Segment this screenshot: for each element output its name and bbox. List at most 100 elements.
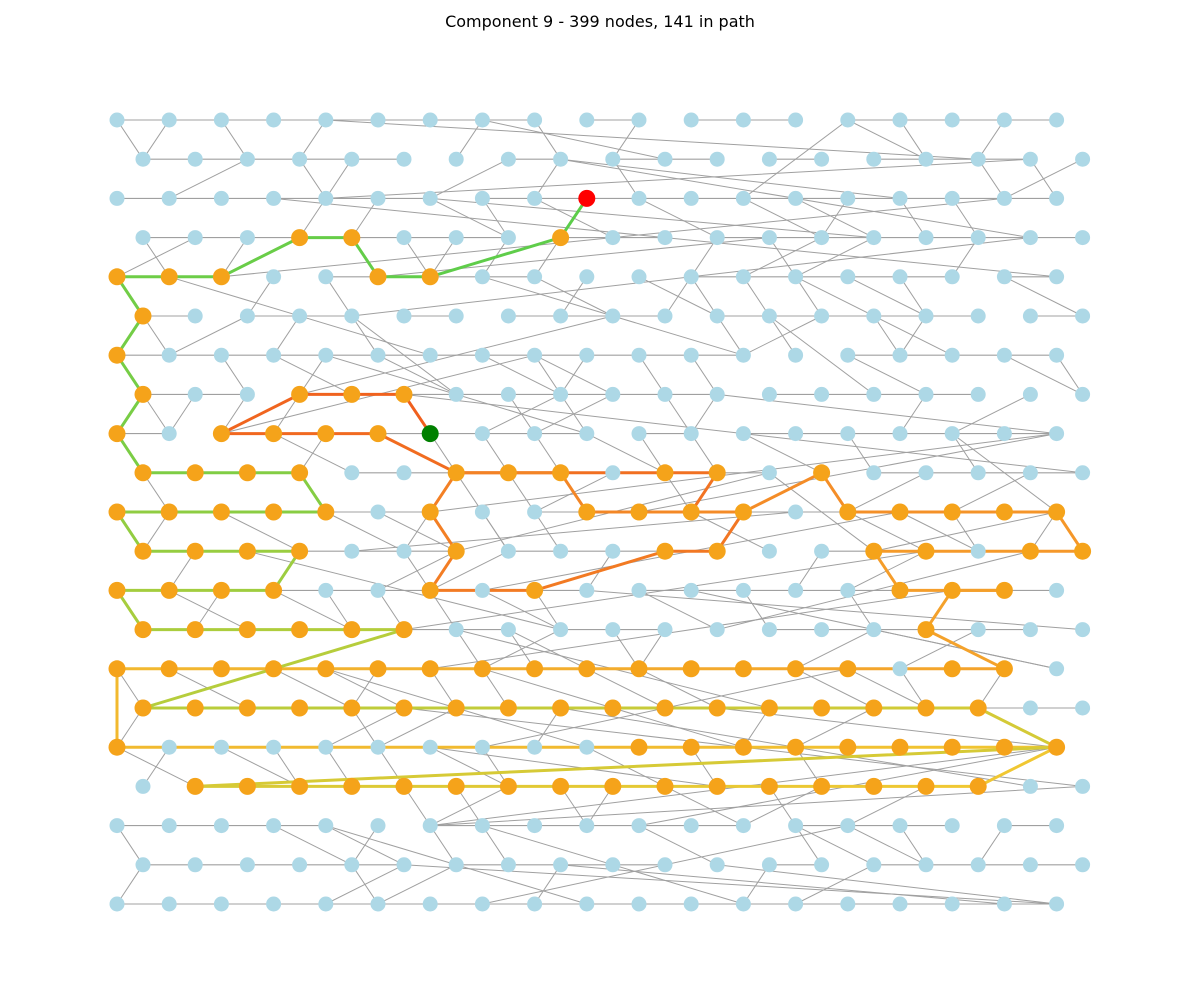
graph-edge: [977, 158, 1005, 199]
path-node: [682, 660, 700, 678]
path-node: [134, 385, 152, 403]
graph-node: [370, 504, 386, 520]
path-node: [212, 581, 230, 599]
path-node: [369, 425, 387, 443]
graph-node: [970, 386, 986, 402]
path-node: [969, 777, 987, 795]
graph-edge: [273, 589, 353, 631]
graph-node: [709, 151, 725, 167]
graph-node: [292, 857, 308, 873]
graph-node: [788, 504, 804, 520]
graph-edge: [220, 746, 301, 787]
graph-edge: [951, 433, 979, 474]
graph-edge: [351, 315, 379, 356]
graph-node: [500, 230, 516, 246]
graph-edge: [429, 197, 875, 239]
path-node: [1048, 738, 1066, 756]
graph-edge: [612, 119, 640, 160]
graph-node: [474, 739, 490, 755]
graph-node: [579, 739, 595, 755]
graph-node: [396, 230, 412, 246]
graph-node: [318, 818, 334, 834]
graph-node: [631, 426, 647, 442]
path-node: [291, 385, 309, 403]
graph-node: [187, 230, 203, 246]
graph-node: [370, 347, 386, 363]
graph-edge: [377, 864, 457, 905]
graph-node: [605, 622, 621, 638]
graph-edge: [638, 825, 718, 866]
path-node: [160, 581, 178, 599]
graph-node: [944, 190, 960, 206]
graph-node: [1049, 896, 1065, 912]
graph-node: [605, 230, 621, 246]
path-node: [891, 738, 909, 756]
path-node: [265, 503, 283, 521]
graph-node: [370, 896, 386, 912]
graph-node: [553, 622, 569, 638]
graph-node: [918, 230, 934, 246]
graph-node: [996, 269, 1012, 285]
graph-node: [396, 151, 412, 167]
path-edge: [741, 471, 824, 514]
path-node: [343, 229, 361, 247]
graph-edge: [560, 276, 588, 317]
graph-edge: [847, 825, 927, 866]
graph-edge: [638, 589, 718, 631]
graph-edge: [638, 668, 718, 709]
graph-edge: [220, 119, 248, 160]
graph-node: [187, 386, 203, 402]
graph-edge: [742, 433, 823, 474]
graph-edge: [325, 119, 979, 160]
graph-edge: [768, 315, 875, 395]
graph-node: [1049, 269, 1065, 285]
path-node: [578, 503, 596, 521]
graph-node: [266, 818, 282, 834]
graph-edge: [899, 276, 927, 317]
graph-node: [970, 465, 986, 481]
path-node: [891, 503, 909, 521]
graph-edge: [1003, 276, 1084, 317]
graph-edge: [795, 550, 823, 591]
path-node: [395, 699, 413, 717]
path-node: [343, 777, 361, 795]
graph-node: [996, 818, 1012, 834]
graph-node: [527, 504, 543, 520]
graph-node: [605, 151, 621, 167]
graph-node: [1075, 386, 1091, 402]
graph-node: [892, 818, 908, 834]
graph-node: [239, 857, 255, 873]
path-node: [839, 660, 857, 678]
path-node: [291, 229, 309, 247]
graph-node: [527, 190, 543, 206]
graph-node: [683, 347, 699, 363]
path-node: [160, 660, 178, 678]
path-node: [421, 581, 439, 599]
graph-edge: [586, 433, 666, 474]
graph-node: [1049, 582, 1065, 598]
graph-edge: [951, 197, 979, 239]
graph-edge: [742, 276, 770, 317]
graph-edge: [847, 433, 875, 474]
graph-node: [788, 269, 804, 285]
path-edge: [428, 236, 563, 279]
graph-node: [892, 190, 908, 206]
graph-edge: [481, 511, 509, 552]
graph-edge: [168, 393, 196, 435]
path-node: [134, 542, 152, 560]
path-node: [917, 542, 935, 560]
path-node: [212, 660, 230, 678]
graph-node: [239, 386, 255, 402]
graph-node: [970, 543, 986, 559]
path-node: [291, 621, 309, 639]
graph-node: [422, 347, 438, 363]
graph-node: [448, 622, 464, 638]
graph-edge: [690, 393, 718, 435]
graph-node: [500, 308, 516, 324]
path-node: [238, 699, 256, 717]
path-node: [108, 738, 126, 756]
graph-node: [657, 230, 673, 246]
graph-edge: [716, 864, 1058, 905]
path-node: [813, 699, 831, 717]
path-node: [969, 699, 987, 717]
